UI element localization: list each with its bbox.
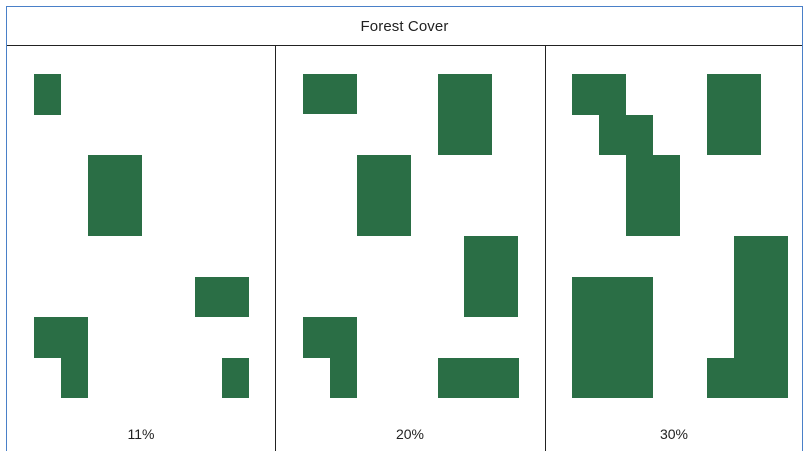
diagram-frame: Forest Cover 11% 20%: [6, 6, 803, 451]
panel-divider: [275, 46, 276, 451]
forest-patch: [303, 74, 357, 114]
diagram-title: Forest Cover: [7, 7, 802, 46]
panels-area: 11% 20% 30%: [7, 46, 802, 451]
panel-label: 30%: [659, 426, 689, 442]
panel-label: 11%: [127, 426, 155, 442]
forest-patch: [572, 74, 680, 236]
forest-patch: [34, 317, 88, 398]
forest-patch: [195, 277, 249, 317]
panel-label: 20%: [395, 426, 425, 442]
panel-20: 20%: [276, 46, 544, 451]
forest-patch: [572, 277, 653, 398]
panel-30-patches: [572, 74, 788, 398]
forest-patch: [707, 236, 788, 398]
forest-patch: [222, 358, 249, 398]
panel-11-patches: [34, 74, 249, 398]
forest-patch: [34, 74, 61, 115]
panel-divider: [545, 46, 546, 451]
panel-30: 30%: [546, 46, 802, 451]
forest-patch: [303, 317, 357, 398]
forest-patch: [464, 236, 518, 317]
forest-patch: [88, 155, 142, 236]
panel-11: 11%: [7, 46, 275, 451]
forest-patch: [707, 74, 761, 155]
forest-patch: [438, 358, 519, 398]
forest-patch: [438, 74, 492, 155]
forest-patch: [357, 155, 411, 236]
panel-20-patches: [303, 74, 519, 398]
